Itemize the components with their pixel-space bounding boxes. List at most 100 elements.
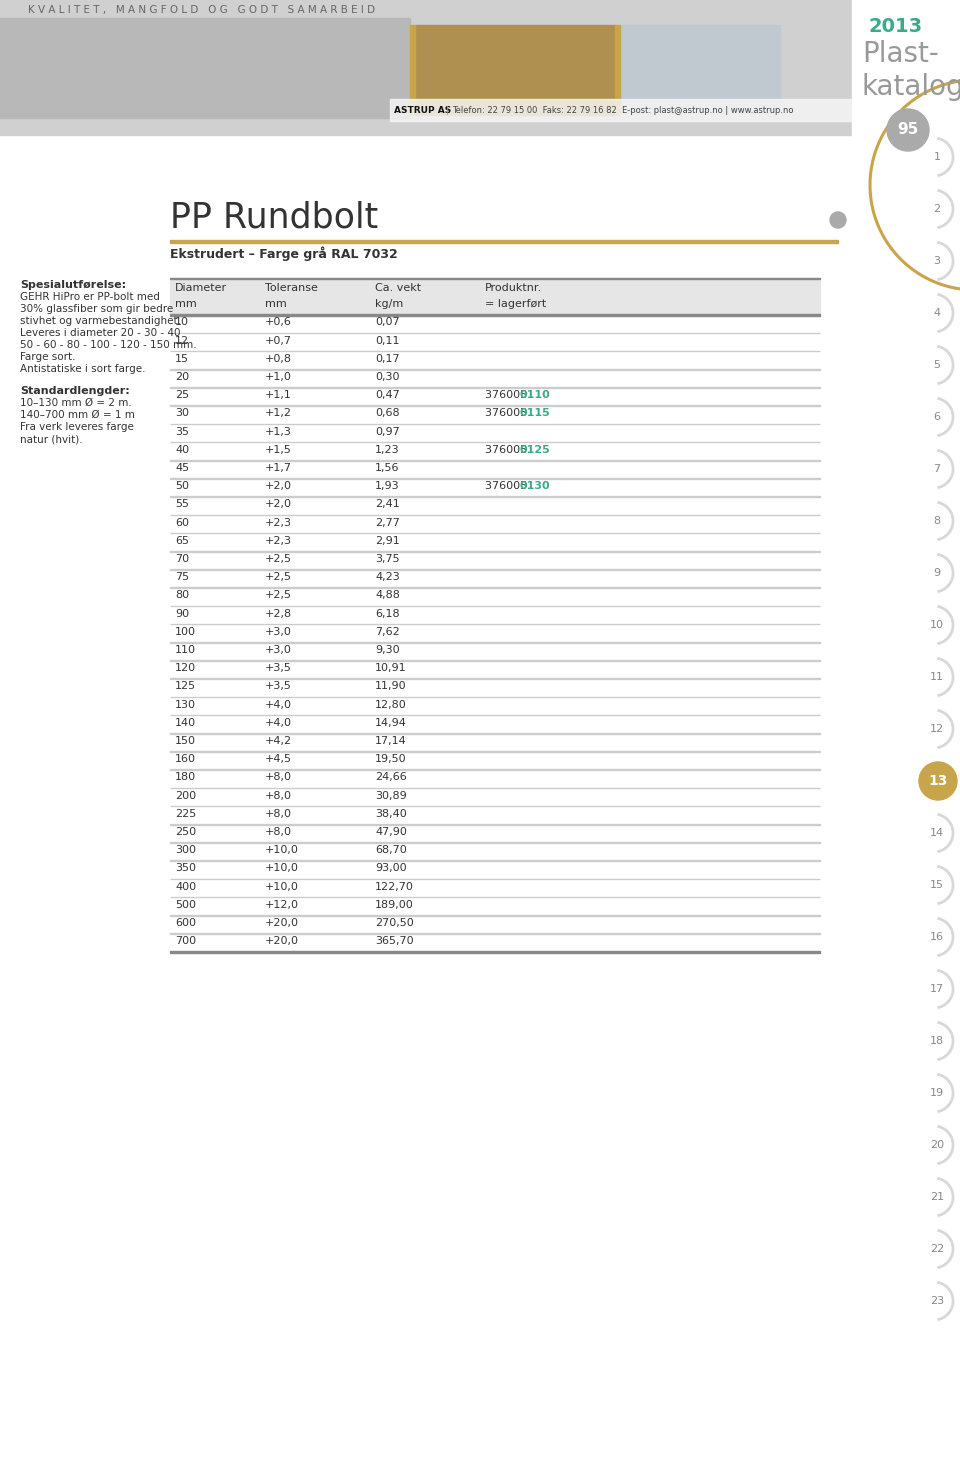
Text: Ca. vekt: Ca. vekt [375,283,421,293]
Text: 2,91: 2,91 [375,536,399,546]
Text: 40: 40 [175,445,189,456]
Text: 350: 350 [175,863,196,873]
Text: 14: 14 [930,828,944,838]
Text: 12: 12 [175,336,189,346]
Text: 95: 95 [898,123,919,137]
Text: 38,40: 38,40 [375,809,407,819]
Text: +3,0: +3,0 [265,626,292,637]
Text: +12,0: +12,0 [265,899,299,910]
Text: Toleranse: Toleranse [265,283,318,293]
Text: 23: 23 [930,1296,944,1307]
Text: 17: 17 [930,984,944,994]
Text: 45: 45 [175,463,189,473]
Text: 13: 13 [928,774,948,788]
Text: 47,90: 47,90 [375,826,407,837]
Text: 0130: 0130 [519,482,550,491]
Text: GEHR HiPro er PP-bolt med: GEHR HiPro er PP-bolt med [20,292,160,302]
Text: +1,0: +1,0 [265,372,292,383]
Text: 50: 50 [175,482,189,491]
Text: 100: 100 [175,626,196,637]
Text: 7,62: 7,62 [375,626,399,637]
Bar [615,25,620,115]
Text: 22: 22 [930,1244,944,1254]
Text: +3,5: +3,5 [265,663,292,673]
Text: 1,23: 1,23 [375,445,399,456]
Text: 17,14: 17,14 [375,736,407,746]
Text: 5: 5 [933,361,941,369]
Text: 3,75: 3,75 [375,553,399,564]
Text: 12: 12 [930,724,944,734]
Text: +4,5: +4,5 [265,755,292,764]
Text: 0,17: 0,17 [375,353,399,364]
Text: 0,07: 0,07 [375,317,399,327]
Text: kg/m: kg/m [375,299,403,310]
Bar [0,0,855,134]
Text: 110: 110 [175,645,196,656]
Bar [620,25,780,115]
Text: 16: 16 [930,931,944,942]
Circle shape [919,762,957,800]
Text: 376005: 376005 [485,482,531,491]
Text: |: | [446,107,449,115]
Text: 50 - 60 - 80 - 100 - 120 - 150 mm.: 50 - 60 - 80 - 100 - 120 - 150 mm. [20,340,197,350]
Text: Farge sort.: Farge sort. [20,352,76,362]
Text: +8,0: +8,0 [265,809,292,819]
Text: 300: 300 [175,845,196,856]
Text: 160: 160 [175,755,196,764]
Text: +1,2: +1,2 [265,409,292,419]
Text: mm: mm [175,299,197,310]
Text: +2,5: +2,5 [265,572,292,583]
Text: Spesialutførelse:: Spesialutførelse: [20,280,126,291]
Text: 140–700 mm Ø = 1 m: 140–700 mm Ø = 1 m [20,410,134,420]
Text: 10: 10 [930,620,944,631]
Text: 2013: 2013 [868,18,923,36]
Text: 75: 75 [175,572,189,583]
Text: 4,88: 4,88 [375,590,400,600]
Text: +1,1: +1,1 [265,390,292,400]
Text: +2,3: +2,3 [265,536,292,546]
Text: 120: 120 [175,663,196,673]
Text: 10,91: 10,91 [375,663,407,673]
Text: PP Rundbolt: PP Rundbolt [170,201,378,235]
Text: K V A L I T E T ,   M A N G F O L D   O G   G O D T   S A M A R B E I D: K V A L I T E T , M A N G F O L D O G G … [28,4,375,15]
Text: 20: 20 [175,372,189,383]
Text: 25: 25 [175,390,189,400]
Text: 376005: 376005 [485,409,531,419]
Text: 1,93: 1,93 [375,482,399,491]
Text: Fra verk leveres farge: Fra verk leveres farge [20,422,133,432]
Text: +2,5: +2,5 [265,553,292,564]
Text: 0115: 0115 [519,409,550,419]
Text: Antistatiske i sort farge.: Antistatiske i sort farge. [20,364,146,374]
Text: 1: 1 [933,152,941,162]
Text: 65: 65 [175,536,189,546]
Text: 270,50: 270,50 [375,918,414,929]
Text: 2,41: 2,41 [375,499,399,510]
Bar [170,239,838,242]
Text: 250: 250 [175,826,196,837]
Bar [852,0,960,147]
Text: +3,0: +3,0 [265,645,292,656]
Text: Plast-: Plast- [862,39,939,69]
Text: +2,5: +2,5 [265,590,292,600]
Text: 0,30: 0,30 [375,372,399,383]
Text: mm: mm [265,299,287,310]
Bar [415,25,615,115]
Text: 122,70: 122,70 [375,882,414,892]
Text: +10,0: +10,0 [265,845,299,856]
Text: +8,0: +8,0 [265,826,292,837]
Text: +20,0: +20,0 [265,918,299,929]
Text: Ekstrudert – Farge grå RAL 7032: Ekstrudert – Farge grå RAL 7032 [170,247,397,261]
Text: +4,0: +4,0 [265,718,292,727]
Text: 600: 600 [175,918,196,929]
Text: +1,3: +1,3 [265,426,292,437]
Text: stivhet og varmebestandighet.: stivhet og varmebestandighet. [20,315,181,326]
Text: +1,5: +1,5 [265,445,292,456]
Text: 30% glassfiber som gir bedre: 30% glassfiber som gir bedre [20,304,173,314]
Text: katalogen: katalogen [862,73,960,101]
Text: 15: 15 [175,353,189,364]
Text: 6,18: 6,18 [375,609,399,619]
Text: 140: 140 [175,718,196,727]
Text: 189,00: 189,00 [375,899,414,910]
Text: 35: 35 [175,426,189,437]
Text: +8,0: +8,0 [265,772,292,783]
